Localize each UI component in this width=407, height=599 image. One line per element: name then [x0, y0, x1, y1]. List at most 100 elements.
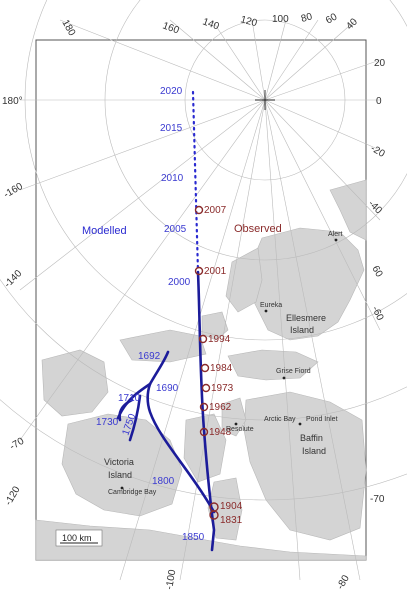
observed-marker-1994	[198, 334, 208, 344]
observed-markers	[194, 205, 219, 520]
observed-marker-1973	[201, 383, 211, 393]
edge-label-top: 80	[300, 11, 314, 25]
observed-marker-1948	[199, 427, 209, 437]
mainland-shape	[35, 519, 367, 561]
observed-year-label: 1984	[210, 363, 233, 374]
meridian-line	[19, 99, 266, 191]
island-label-baffin: Island	[302, 446, 326, 456]
somerset-island-shape	[221, 397, 247, 437]
edge-label-top: 140	[201, 16, 221, 32]
modelled-year-label: 1710	[118, 393, 141, 404]
baffin-island-shape	[243, 391, 367, 541]
observed-label: Observed	[234, 223, 282, 235]
latitude-circle-5	[0, 399, 407, 501]
observed-year-label: 1973	[211, 383, 234, 394]
island-label-baffin: Baffin	[300, 433, 323, 443]
modelled-year-label: 1850	[182, 532, 205, 543]
meridian-line	[264, 19, 287, 101]
observed-year-label: 1962	[209, 402, 232, 413]
edge-label-left: -120	[3, 484, 23, 507]
meridian-line	[179, 99, 266, 581]
edge-label-top: 60	[324, 11, 340, 26]
edge-label-left: -160	[2, 181, 25, 201]
devon-island-shape	[227, 349, 319, 381]
place-label-eureka: Eureka	[260, 302, 282, 309]
meridian-line	[19, 99, 266, 291]
meridian-line	[264, 19, 319, 101]
modelled-dotted-path	[191, 90, 200, 274]
modelled-solid-path	[116, 270, 216, 552]
edge-label-top: 100	[272, 14, 289, 25]
meridian-line	[19, 99, 266, 441]
place-label-pond-inlet: Pond Inlet	[306, 416, 338, 423]
island-label-victoria: Victoria	[104, 457, 134, 467]
edge-label-right: -70	[370, 494, 385, 505]
meridian-line	[264, 99, 361, 581]
graticule	[0, 0, 407, 581]
meridian-line	[264, 19, 357, 101]
edge-label-left: 180°	[2, 96, 23, 107]
modelled-year-label: 1692	[138, 351, 161, 362]
meridian-line	[264, 99, 381, 331]
place-label-cambridge-bay: Cambridge Bay	[108, 489, 157, 496]
observed-marker-2007	[194, 205, 204, 215]
greenland-corner-shape	[329, 179, 367, 241]
land-masses	[35, 179, 367, 561]
scale-box	[55, 529, 103, 547]
modelled-year-label: 2020	[160, 86, 183, 97]
modelled-year-label: 2005	[164, 224, 187, 235]
place-label-alert: Alert	[328, 231, 342, 238]
island-label-ellesmere: Island	[290, 325, 314, 335]
edge-label-left: -70	[8, 436, 26, 453]
axel-heiberg-shape	[225, 247, 263, 313]
observed-year-label: 1904	[220, 501, 243, 512]
observed-marker-1962	[199, 402, 209, 412]
modelled-year-label: 2010	[161, 173, 184, 184]
latitude-circle-4	[0, 278, 407, 421]
meridian-line	[169, 19, 266, 101]
meridian-line	[119, 99, 266, 581]
meridian-line	[264, 99, 381, 221]
meridian-line	[264, 99, 381, 151]
north-pole-marker	[255, 90, 275, 110]
observed-marker-1831	[209, 510, 219, 520]
observed-year-label: 1994	[208, 334, 231, 345]
edge-label-top: 120	[239, 14, 258, 29]
observed-year-label: 1831	[220, 515, 243, 526]
place-label-grise-fiord: Grise Fiord	[276, 368, 311, 375]
meridian-line	[264, 99, 301, 581]
modelled-year-label: 1690	[156, 383, 179, 394]
modelled-label: Modelled	[82, 225, 127, 237]
victoria-island-shape	[61, 413, 183, 517]
edge-label-top: 160	[161, 20, 181, 36]
boothia-shape	[207, 477, 243, 541]
modelled-year-label: 2015	[160, 123, 183, 134]
edge-label-left: -140	[2, 268, 24, 290]
observed-marker-2001	[194, 266, 204, 276]
edge-label-right: -60	[369, 305, 385, 323]
scale-label: 100 km	[62, 533, 92, 543]
edge-label-bottom: -80	[335, 573, 352, 591]
edge-label-bottom: -100	[164, 568, 178, 590]
edge-label-right: 0	[376, 96, 382, 107]
modelled-year-label: 1800	[152, 476, 175, 487]
edge-label-top: 40	[344, 16, 360, 32]
meridian-line	[59, 19, 266, 101]
place-dots	[120, 238, 338, 490]
modelled-year-label: 2000	[168, 277, 191, 288]
observed-marker-1984	[200, 363, 210, 373]
parry-islands-shape	[119, 329, 207, 363]
observed-year-label: 1948	[209, 427, 232, 438]
meridian-line	[211, 19, 266, 101]
edge-label-top: 180	[59, 18, 77, 38]
observed-year-label: 2007	[204, 205, 227, 216]
edge-label-right: -40	[366, 198, 384, 216]
edge-label-right: 60	[369, 264, 384, 280]
modelled-year-label: 1730	[96, 417, 119, 428]
meridian-line	[264, 59, 381, 101]
observed-year-label: 2001	[204, 266, 227, 277]
place-label-resolute: Resolute	[226, 426, 254, 433]
edge-label-right: -20	[369, 143, 387, 160]
island-label-victoria: Island	[108, 470, 132, 480]
